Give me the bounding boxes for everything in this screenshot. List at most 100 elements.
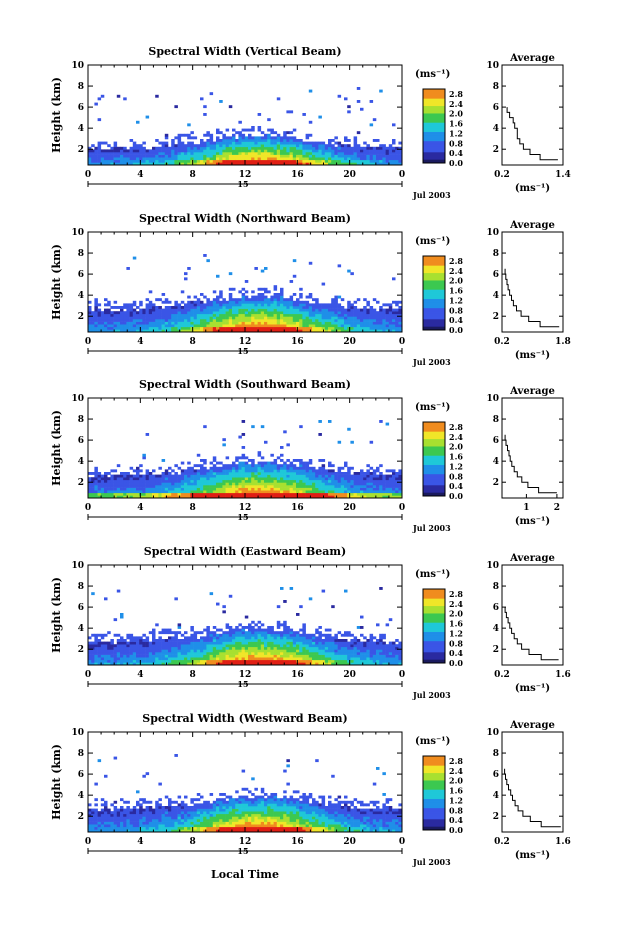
heatmap-cell <box>216 306 220 309</box>
heatmap-cell <box>145 639 150 642</box>
heatmap-cell <box>276 633 281 637</box>
heatmap-cell <box>184 636 188 640</box>
heatmap-cell <box>321 589 326 593</box>
heatmap-cell <box>347 162 351 166</box>
heatmap-cell <box>283 495 287 499</box>
heatmap-cell <box>337 316 342 320</box>
heatmap-cell <box>155 485 159 488</box>
heatmap-cell <box>104 495 108 499</box>
heatmap-cell <box>350 308 354 312</box>
heatmap-cell <box>161 652 166 655</box>
heatmap-cell <box>190 482 194 486</box>
heatmap-cell <box>225 485 230 488</box>
heatmap-cell <box>315 652 319 655</box>
heatmap-cell <box>321 485 326 488</box>
heatmap-cell <box>318 490 322 494</box>
heatmap-cell <box>209 636 214 640</box>
heatmap-cell <box>123 649 127 653</box>
colorbar-segment <box>423 291 445 294</box>
heatmap-cell <box>209 316 214 320</box>
colorbar-segment <box>423 256 445 259</box>
heatmap-cell <box>273 313 278 317</box>
heatmap-cell <box>164 308 169 312</box>
heatmap-cell <box>283 146 287 150</box>
heatmap-cell <box>324 654 329 658</box>
heatmap-cell <box>340 144 345 148</box>
heatmap-cell <box>212 482 217 486</box>
heatmap-cell <box>363 641 367 645</box>
heatmap-cell <box>132 646 137 650</box>
heatmap-cell <box>148 157 153 161</box>
heatmap-cell <box>177 652 182 655</box>
heatmap-cell <box>248 298 252 302</box>
heatmap-cell <box>360 157 364 161</box>
heatmap-cell <box>161 154 166 158</box>
heatmap-cell <box>331 477 335 481</box>
colorbar-segment <box>423 470 445 473</box>
heatmap-cell <box>132 319 137 322</box>
heatmap-cell <box>296 316 300 320</box>
heatmap-cell <box>184 316 188 320</box>
heatmap-cell <box>94 469 98 473</box>
heatmap-cell <box>203 485 207 488</box>
heatmap-cell <box>219 662 223 666</box>
heatmap-cell <box>203 162 207 166</box>
heatmap-cell <box>100 633 105 637</box>
heatmap-cell <box>200 159 204 163</box>
heatmap-cell <box>139 313 143 317</box>
heatmap-cell <box>264 306 268 309</box>
heatmap-cell <box>171 159 175 163</box>
heatmap-cell <box>97 152 102 155</box>
heatmap-cell <box>267 482 271 486</box>
heatmap-cell <box>216 602 220 606</box>
heatmap-cell <box>228 641 233 645</box>
heatmap-cell <box>219 487 223 491</box>
heatmap-cell <box>382 316 386 320</box>
heatmap-cell <box>136 644 140 648</box>
heatmap-cell <box>379 662 383 666</box>
heatmap-cell <box>241 657 246 661</box>
heatmap-cell <box>398 159 402 163</box>
heatmap-cell <box>398 152 402 155</box>
heatmap-cell <box>299 459 303 462</box>
heatmap-cell <box>161 482 166 486</box>
heatmap-cell <box>344 482 348 486</box>
heatmap-cell <box>305 141 310 145</box>
heatmap-cell <box>161 459 166 462</box>
heatmap-cell <box>225 487 230 491</box>
heatmap-cell <box>180 495 185 499</box>
heatmap-cell <box>299 316 303 320</box>
heatmap-cell <box>385 485 390 488</box>
heatmap-cell <box>264 136 268 140</box>
heatmap-cell <box>299 633 303 637</box>
heatmap-cell <box>312 157 316 161</box>
heatmap-cell <box>267 326 271 330</box>
heatmap-cell <box>251 308 255 312</box>
heatmap-cell <box>369 466 374 470</box>
heatmap-cell <box>212 652 217 655</box>
heatmap-cell <box>206 329 210 333</box>
heatmap-cell <box>235 316 239 320</box>
heatmap-cell <box>104 597 108 601</box>
heatmap-cell <box>248 485 252 488</box>
heatmap-cell <box>238 308 242 312</box>
heatmap-cell <box>302 477 306 481</box>
heatmap-cell <box>260 329 265 333</box>
heatmap-cell <box>273 649 278 653</box>
heatmap-cell <box>334 639 338 642</box>
heatmap-cell <box>203 652 207 655</box>
heatmap-cell <box>356 662 361 666</box>
heatmap-cell <box>193 477 198 481</box>
heatmap-cell <box>398 474 402 478</box>
heatmap-cell <box>174 659 178 663</box>
heatmap-cell <box>254 482 258 486</box>
heatmap-cell <box>113 144 118 148</box>
heatmap-cell <box>363 149 367 153</box>
heatmap-cell <box>136 474 140 478</box>
heatmap-cell <box>296 649 300 653</box>
heatmap-cell <box>337 659 342 663</box>
heatmap-cell <box>248 159 252 163</box>
heatmap-cell <box>88 321 92 325</box>
heatmap-cell <box>350 272 354 276</box>
heatmap-cell <box>116 490 121 494</box>
